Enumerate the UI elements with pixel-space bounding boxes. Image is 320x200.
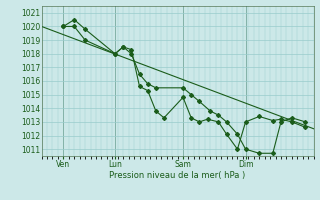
X-axis label: Pression niveau de la mer( hPa ): Pression niveau de la mer( hPa ) (109, 171, 246, 180)
